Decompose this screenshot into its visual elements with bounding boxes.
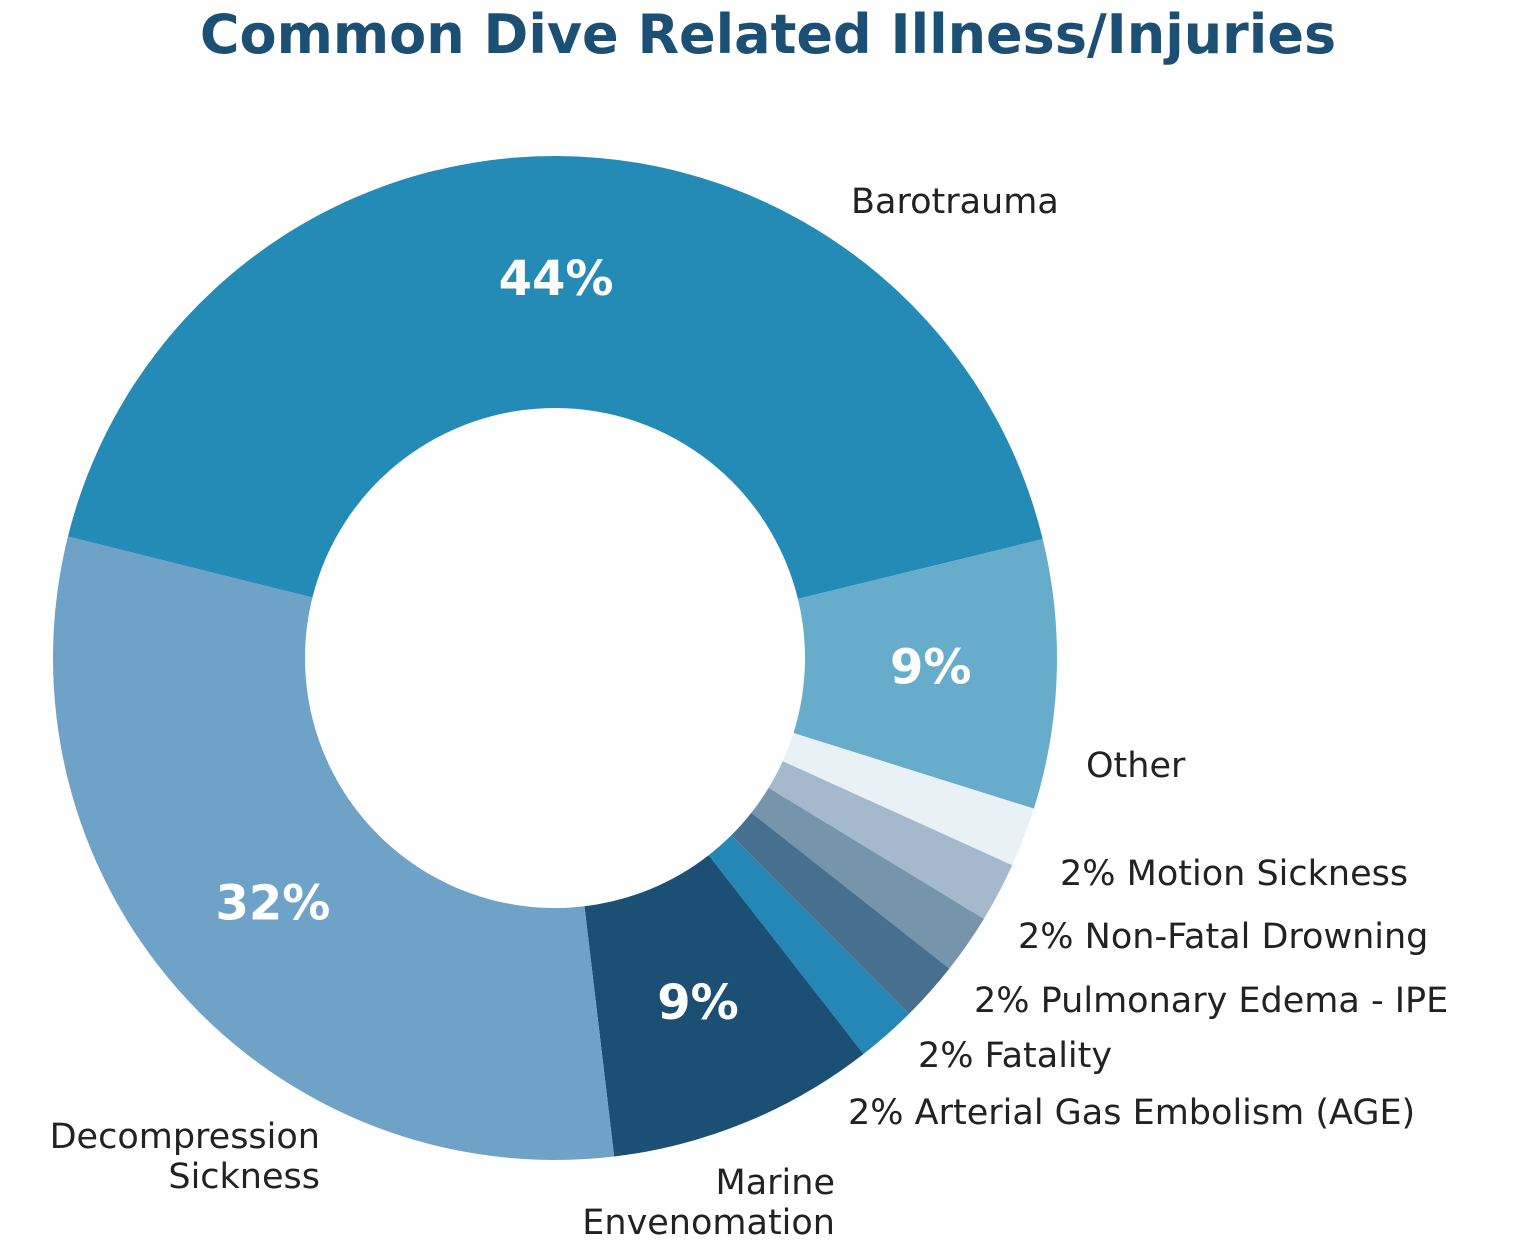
value-label: 2% (848, 1093, 904, 1133)
value-label: 2% (918, 1036, 974, 1076)
category-label: Marine Envenomation (582, 1163, 835, 1243)
slice-label: Marine Envenomation (515, 1163, 835, 1243)
category-label: Fatality (984, 1036, 1113, 1076)
slice-label: 2% Fatality (918, 1036, 1112, 1076)
donut-slice (731, 812, 950, 1014)
donut-slice (52, 536, 615, 1160)
category-label: Barotrauma (851, 182, 1059, 222)
slice-label: Barotrauma (851, 182, 1059, 222)
donut-slice (708, 835, 910, 1054)
value-label: 9% (657, 975, 739, 1031)
donut-slice (793, 539, 1058, 809)
slice-label: 2% Arterial Gas Embolism (AGE) (848, 1093, 1415, 1133)
value-label: 2% (1018, 917, 1074, 957)
category-label: Non-Fatal Drowning (1084, 917, 1429, 957)
category-label: Decompression Sickness (49, 1117, 320, 1197)
donut-slice (584, 855, 864, 1157)
donut-slice (67, 155, 1043, 599)
category-label: Arterial Gas Embolism (AGE) (914, 1093, 1416, 1133)
category-label: Motion Sickness (1126, 854, 1409, 894)
donut-slice (782, 733, 1034, 866)
slice-label: 2% Motion Sickness (1060, 854, 1408, 894)
chart-title: Common Dive Related Illness/Injuries (199, 3, 1337, 66)
value-label: 2% (1060, 854, 1116, 894)
value-label: 9% (890, 639, 972, 695)
value-label: 44% (499, 251, 614, 307)
slice-label: 2% Pulmonary Edema - IPE (974, 981, 1448, 1021)
slice-label: Decompression Sickness (0, 1117, 320, 1197)
donut-slice (751, 787, 984, 969)
donut-slice (768, 761, 1013, 919)
slice-label: 2% Non-Fatal Drowning (1018, 917, 1428, 957)
slice-label: Other (1086, 746, 1185, 786)
value-label: 32% (215, 876, 330, 932)
value-label: 2% (974, 981, 1030, 1021)
category-label: Pulmonary Edema - IPE (1040, 981, 1449, 1021)
category-label: Other (1086, 746, 1186, 786)
